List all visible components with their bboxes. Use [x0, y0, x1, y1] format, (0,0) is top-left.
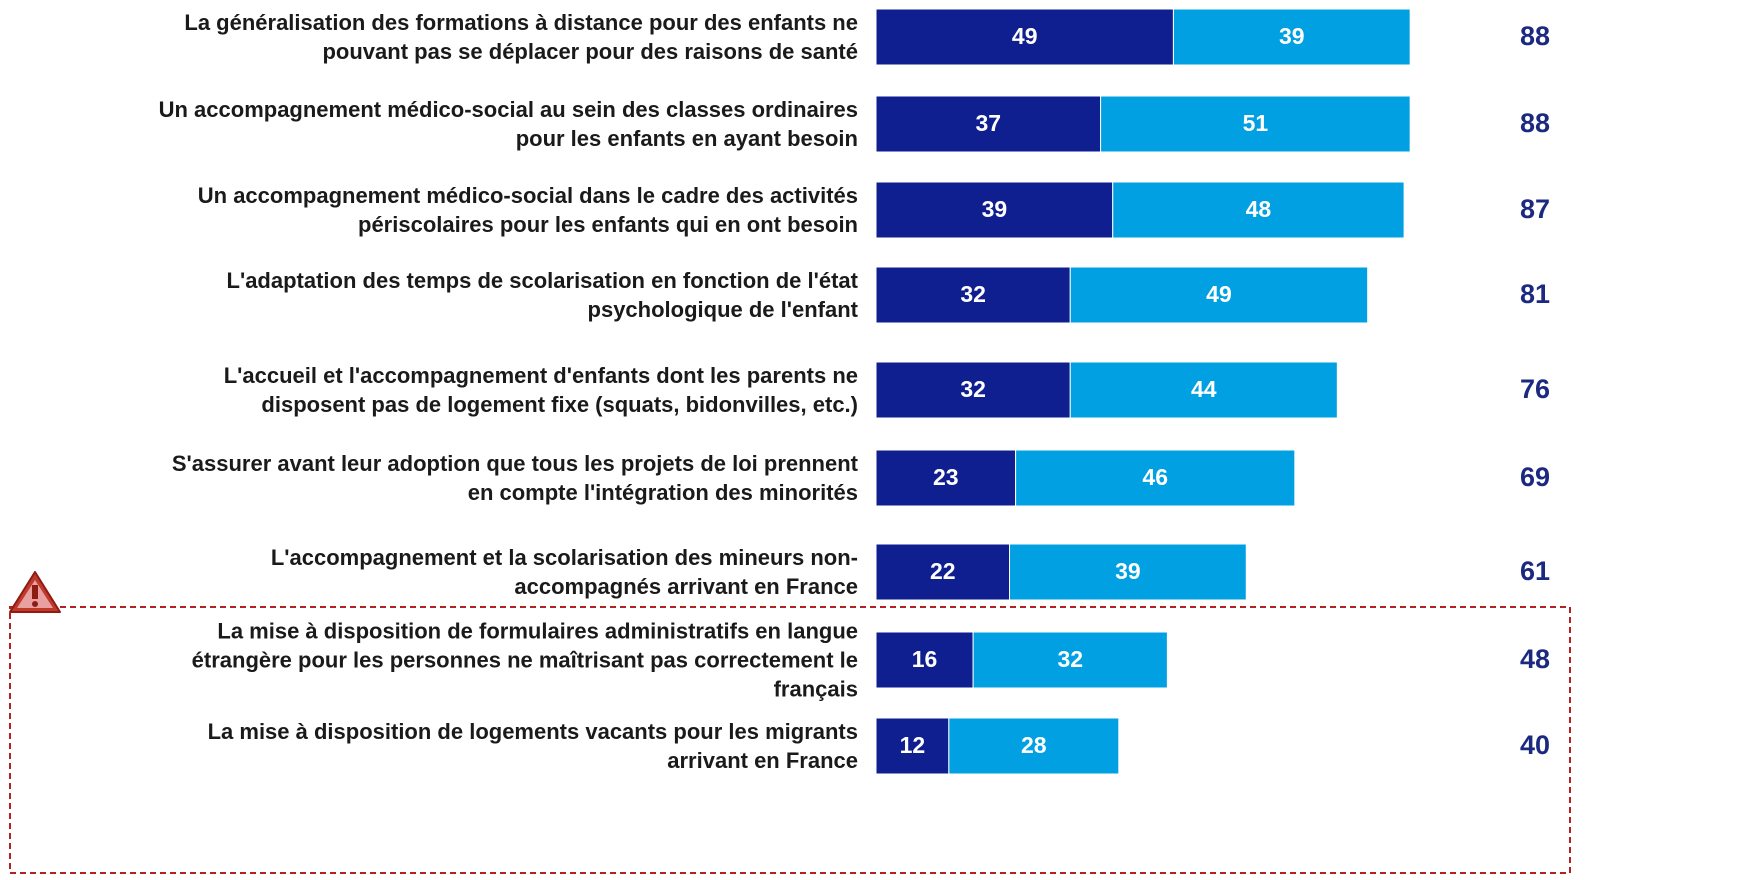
value-label: 49 — [1206, 281, 1232, 307]
value-label: 23 — [933, 464, 959, 490]
bar-segment — [1069, 361, 1338, 419]
category-label: La mise à disposition de logements vacan… — [207, 719, 858, 773]
warning-icon — [9, 571, 61, 613]
value-label: 44 — [1191, 376, 1217, 402]
category-label: L'accueil et l'accompagnement d'enfants … — [223, 363, 858, 417]
value-label: 37 — [975, 110, 1001, 136]
total-label: 61 — [1520, 556, 1550, 586]
total-label: 81 — [1520, 279, 1550, 309]
value-label: 22 — [930, 558, 956, 584]
bar-segment — [1112, 181, 1405, 239]
category-label: Un accompagnement médico-social au sein … — [158, 97, 858, 151]
category-label: L'accompagnement et la scolarisation des… — [270, 545, 858, 599]
category-label: La mise à disposition de formulaires adm… — [191, 618, 858, 702]
category-label: S'assurer avant leur adoption que tous l… — [171, 451, 858, 505]
value-label: 49 — [1012, 23, 1038, 49]
bar-segment — [875, 95, 1102, 153]
value-label: 39 — [982, 196, 1008, 222]
bar-segment — [1015, 449, 1296, 507]
category-label: La généralisation des formations à dista… — [184, 10, 858, 64]
bar-segment — [1172, 8, 1411, 66]
highlight-box — [9, 606, 1571, 874]
bar-segment — [972, 631, 1168, 689]
bar-segment — [875, 543, 1011, 601]
total-label: 88 — [1520, 21, 1550, 51]
value-label: 39 — [1279, 23, 1305, 49]
total-label: 88 — [1520, 108, 1550, 138]
value-label: 12 — [900, 732, 926, 758]
value-label: 32 — [960, 281, 986, 307]
value-label: 32 — [1057, 646, 1083, 672]
value-label: 48 — [1246, 196, 1272, 222]
bar-segment — [1100, 95, 1411, 153]
bar-segment — [875, 449, 1017, 507]
total-label: 48 — [1520, 644, 1550, 674]
total-label: 87 — [1520, 194, 1550, 224]
category-label: L'adaptation des temps de scolarisation … — [226, 268, 858, 322]
bar-segment — [875, 717, 950, 775]
value-label: 16 — [912, 646, 938, 672]
bar-segment — [875, 631, 974, 689]
bar-segment — [875, 266, 1071, 324]
value-label: 28 — [1021, 732, 1047, 758]
bar-segment — [875, 361, 1071, 419]
total-label: 76 — [1520, 374, 1550, 404]
category-label: Un accompagnement médico-social dans le … — [197, 183, 858, 237]
value-label: 32 — [960, 376, 986, 402]
bar-segment — [1009, 543, 1247, 601]
value-label: 46 — [1142, 464, 1168, 490]
bar-segment — [875, 8, 1174, 66]
total-label: 40 — [1520, 730, 1550, 760]
value-label: 39 — [1115, 558, 1141, 584]
value-label: 51 — [1243, 110, 1269, 136]
bar-segment — [948, 717, 1120, 775]
bar-segment — [1069, 266, 1369, 324]
total-label: 69 — [1520, 462, 1550, 492]
